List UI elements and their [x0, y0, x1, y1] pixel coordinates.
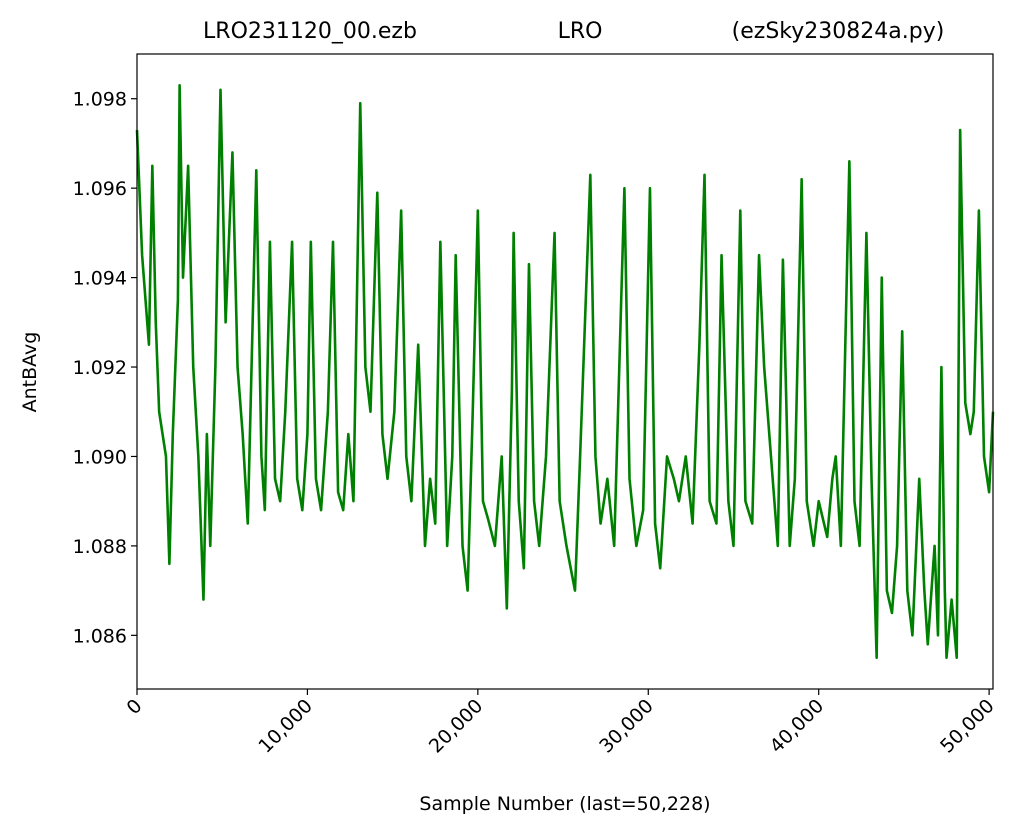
- x-tick-label: 0: [122, 695, 146, 719]
- y-axis-label: AntBAvg: [19, 332, 41, 413]
- x-tick-label: 10,000: [254, 695, 317, 758]
- x-tick-label: 20,000: [425, 695, 488, 758]
- chart-title: LRO: [558, 19, 603, 44]
- y-tick-label: 1.096: [73, 178, 127, 200]
- x-tick-label: 40,000: [766, 695, 829, 758]
- chart-title: LRO231120_00.ezb: [203, 19, 417, 44]
- y-tick-label: 1.090: [73, 446, 127, 468]
- x-tick-label: 50,000: [936, 695, 999, 758]
- x-tick-label: 30,000: [595, 695, 658, 758]
- y-tick-label: 1.088: [73, 536, 127, 558]
- data-line: [135, 84, 995, 659]
- x-axis-label: Sample Number (last=50,228): [419, 793, 710, 815]
- y-tick-label: 1.086: [73, 625, 127, 647]
- chart-title: (ezSky230824a.py): [732, 19, 945, 44]
- plot-frame: [136, 53, 994, 690]
- y-tick-label: 1.092: [73, 357, 127, 379]
- y-tick-label: 1.098: [73, 89, 127, 111]
- y-tick-label: 1.094: [73, 268, 127, 290]
